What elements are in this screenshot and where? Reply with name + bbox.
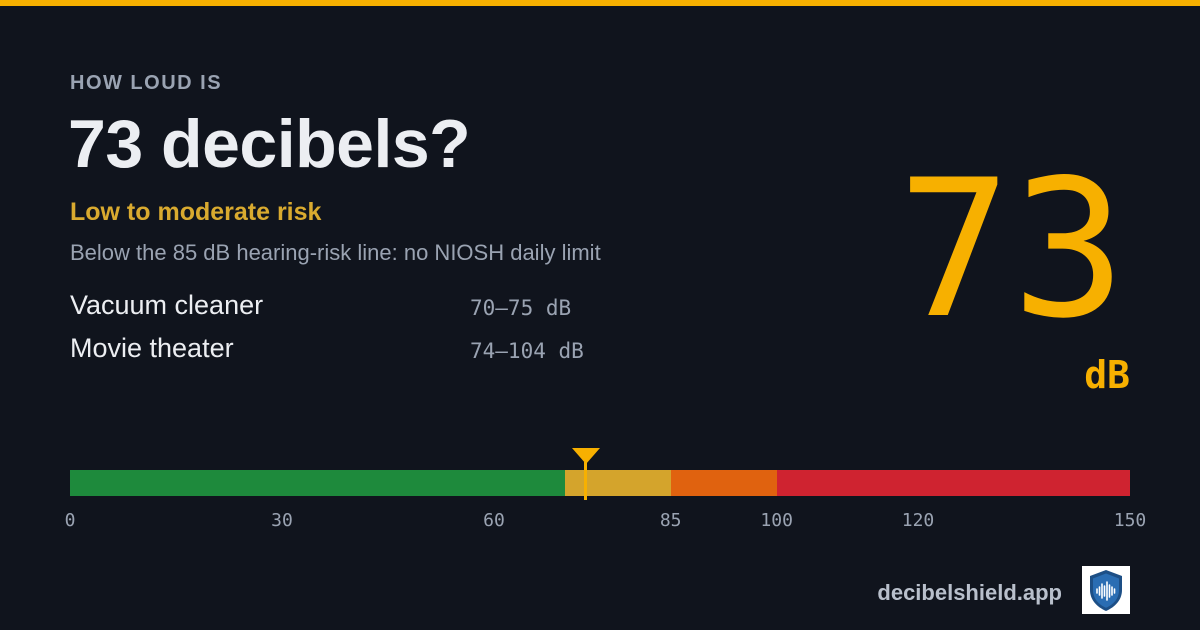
decibel-unit: dB	[1084, 353, 1130, 397]
scale-tick-label: 120	[901, 510, 935, 531]
scale-tick-label: 85	[659, 510, 682, 531]
examples-list: Vacuum cleaner 70–75 dB Movie theater 74…	[70, 288, 690, 374]
scale-tick-label: 60	[483, 510, 505, 531]
eyebrow-label: HOW LOUD IS	[70, 72, 223, 94]
shield-soundwave-icon	[1082, 566, 1130, 614]
scale-bar	[70, 470, 1130, 496]
scale-tick-label: 0	[64, 510, 76, 531]
list-item: Vacuum cleaner 70–75 dB	[70, 288, 690, 331]
marker-line	[584, 462, 588, 500]
example-name: Vacuum cleaner	[70, 290, 264, 320]
site-url: decibelshield.app	[877, 580, 1062, 605]
risk-description: Below the 85 dB hearing-risk line: no NI…	[70, 240, 601, 265]
risk-label: Low to moderate risk	[70, 198, 322, 226]
scale-tick-label: 30	[271, 510, 293, 531]
top-accent-bar	[0, 0, 1200, 6]
example-range: 70–75 dB	[470, 296, 572, 320]
decibel-value: 73	[897, 139, 1126, 360]
example-range: 74–104 dB	[470, 339, 584, 363]
example-name: Movie theater	[70, 333, 234, 363]
list-item: Movie theater 74–104 dB	[70, 331, 690, 374]
page-title: 73 decibels?	[68, 106, 471, 182]
scale-tick-label: 150	[1113, 510, 1147, 531]
scale-tick-label: 100	[760, 510, 793, 531]
scale-zone-0	[70, 470, 565, 496]
scale-zone-1	[564, 470, 671, 496]
marker-triangle-icon	[571, 448, 600, 464]
scale-zone-2	[670, 470, 777, 496]
scale-zone-3	[776, 470, 1130, 496]
decibel-scale: 0 30 60 85 100 120 150	[65, 440, 1146, 540]
